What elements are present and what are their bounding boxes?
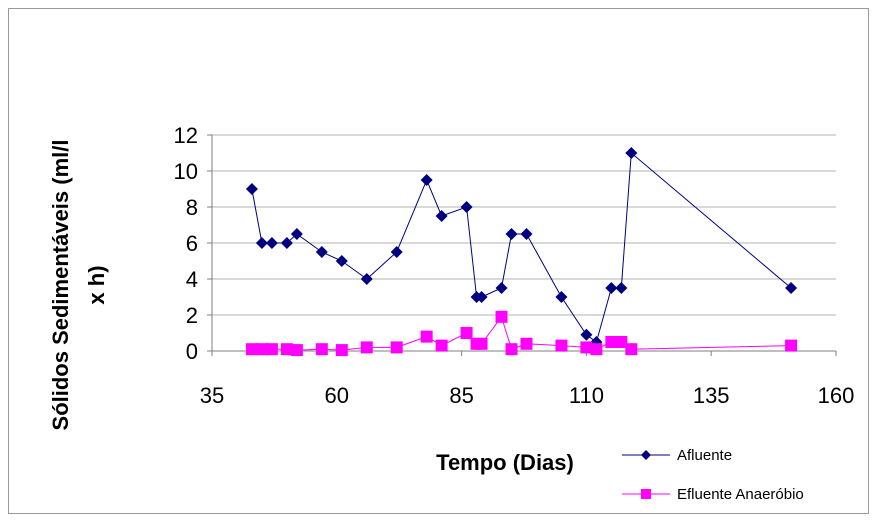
x-tick-label: 85 bbox=[449, 383, 473, 408]
x-tick-label: 135 bbox=[693, 383, 730, 408]
y-tick-label: 10 bbox=[174, 159, 198, 184]
data-point-afluente bbox=[390, 246, 403, 258]
data-point-efluente-anaerobio bbox=[590, 343, 603, 356]
data-point-efluente-anaerobio bbox=[360, 341, 373, 354]
data-point-efluente-anaerobio bbox=[265, 343, 278, 356]
data-point-afluente bbox=[580, 328, 593, 341]
data-point-efluente-anaerobio bbox=[460, 327, 473, 339]
x-tick-label: 110 bbox=[569, 383, 604, 408]
tick-labels: 0 2 4 6 8 10 12 35 60 85 110 135 160 bbox=[174, 123, 855, 408]
data-point-afluente bbox=[290, 228, 303, 240]
data-point-efluente-anaerobio bbox=[785, 339, 798, 352]
data-point-efluente-anaerobio bbox=[605, 336, 618, 348]
x-tick-label: 60 bbox=[325, 383, 349, 408]
data-point-afluente bbox=[615, 282, 628, 294]
data-point-afluente bbox=[265, 237, 278, 249]
data-point-afluente bbox=[785, 282, 798, 294]
data-point-afluente bbox=[625, 147, 638, 159]
data-point-efluente-anaerobio bbox=[475, 337, 488, 350]
data-point-afluente bbox=[555, 291, 568, 303]
chart-frame bbox=[8, 8, 869, 514]
legend-label-efluente-anaerobio: Efluente Anaeróbio bbox=[677, 486, 804, 503]
data-point-efluente-anaerobio bbox=[255, 343, 268, 356]
legend-item-efluente-anaerobio: Efluente Anaeróbio bbox=[622, 486, 804, 503]
data-point-afluente bbox=[460, 201, 473, 213]
y-axis-title-line-1: Sólidos Sedimentáveis (ml/l bbox=[48, 140, 73, 431]
data-point-efluente-anaerobio bbox=[280, 343, 293, 356]
legend: Afluente Efluente Anaeróbio bbox=[622, 447, 804, 503]
data-point-efluente-anaerobio bbox=[335, 344, 348, 357]
data-point-efluente-anaerobio bbox=[580, 341, 593, 354]
data-point-efluente-anaerobio bbox=[495, 310, 508, 323]
data-point-efluente-anaerobio bbox=[290, 344, 303, 357]
data-point-afluente bbox=[255, 237, 268, 249]
data-point-efluente-anaerobio bbox=[420, 330, 433, 343]
data-point-efluente-anaerobio bbox=[505, 343, 518, 356]
series-group bbox=[245, 147, 798, 357]
y-tick-label: 2 bbox=[186, 303, 198, 328]
data-point-efluente-anaerobio bbox=[625, 343, 638, 356]
y-tick-label: 4 bbox=[186, 267, 198, 292]
y-axis-title-line-2: x h) bbox=[84, 265, 109, 304]
y-axis-title: Sólidos Sedimentáveis (ml/l x h) bbox=[48, 140, 109, 431]
legend-marker-afluente bbox=[641, 450, 651, 460]
data-point-efluente-anaerobio bbox=[520, 337, 533, 350]
y-tick-label: 0 bbox=[186, 339, 198, 364]
x-axis-title: Tempo (Dias) bbox=[436, 450, 574, 475]
data-point-afluente bbox=[420, 174, 433, 186]
data-point-efluente-anaerobio bbox=[555, 339, 568, 352]
legend-item-afluente: Afluente bbox=[622, 447, 732, 464]
data-point-afluente bbox=[335, 255, 348, 267]
data-point-efluente-anaerobio bbox=[315, 343, 328, 356]
data-point-efluente-anaerobio bbox=[245, 343, 258, 356]
gridlines bbox=[212, 134, 836, 316]
data-point-afluente bbox=[435, 210, 448, 222]
data-point-afluente bbox=[505, 228, 518, 240]
data-point-afluente bbox=[280, 237, 293, 249]
y-tick-label: 8 bbox=[186, 195, 198, 220]
data-point-efluente-anaerobio bbox=[615, 336, 628, 348]
data-point-afluente bbox=[245, 183, 258, 195]
legend-label-afluente: Afluente bbox=[677, 447, 732, 464]
data-point-afluente bbox=[495, 282, 508, 294]
data-point-afluente bbox=[360, 273, 373, 285]
x-tick-label: 160 bbox=[818, 383, 855, 408]
y-tick-label: 6 bbox=[186, 231, 198, 256]
data-point-afluente bbox=[605, 282, 618, 294]
data-point-afluente bbox=[520, 228, 533, 240]
data-point-efluente-anaerobio bbox=[390, 341, 403, 354]
legend-marker-efluente-anaerobio bbox=[641, 489, 651, 499]
data-point-efluente-anaerobio bbox=[435, 339, 448, 352]
y-tick-label: 12 bbox=[174, 123, 198, 148]
x-tick-label: 35 bbox=[200, 383, 224, 408]
data-point-afluente bbox=[475, 291, 488, 303]
data-point-afluente bbox=[315, 246, 328, 258]
